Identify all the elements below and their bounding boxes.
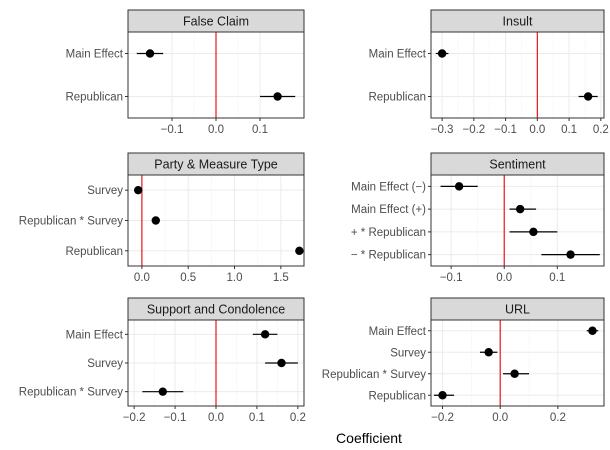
facet-panel: False Claim Main Effect Republican −0.1 0.0 0…: [65, 9, 305, 136]
facet-strip: [430, 297, 605, 321]
y-tick-label: Republican: [65, 92, 123, 104]
panel-background: [431, 32, 604, 118]
estimate-point: [145, 49, 155, 58]
estimate-point: [260, 330, 270, 339]
x-tick-label: 0.1: [561, 124, 577, 136]
estimate-point: [277, 358, 286, 368]
facet-title: Party & Measure Type: [154, 158, 277, 172]
x-tick-label: −0.2: [123, 412, 146, 424]
x-tick-label: −0.1: [494, 124, 517, 136]
y-tick-label: Republican * Survey: [19, 387, 123, 399]
estimate-point: [484, 348, 493, 357]
x-axis-title: Coefficient: [336, 430, 402, 446]
y-tick-label: Main Effect (−): [351, 181, 426, 193]
x-tick-label: 0.1: [252, 124, 268, 136]
x-tick-label: 0.0: [208, 412, 224, 424]
estimate-point: [566, 250, 575, 259]
x-tick-label: 0.0: [134, 272, 150, 284]
y-tick-label: Main Effect: [66, 49, 124, 61]
facet-strip: [430, 152, 605, 176]
x-tick-label: −0.1: [440, 272, 463, 284]
facet-title: URL: [505, 303, 530, 317]
estimate-point: [151, 216, 160, 225]
x-tick-label: 0.0: [208, 124, 224, 136]
y-tick-label: Main Effect: [369, 326, 427, 338]
facet-panel: Insult Main Effect Republican −0.3 −0.2 −0.1 0…: [368, 9, 609, 136]
estimate-point: [583, 92, 593, 101]
y-tick-label: Main Effect: [369, 49, 427, 61]
facet-panel: Support and Condolence Main Effect Survey R…: [19, 297, 306, 424]
x-tick-label: 0.2: [290, 412, 306, 424]
x-tick-label: −0.1: [161, 124, 184, 136]
y-tick-label: Survey: [87, 185, 123, 197]
y-tick-label: Survey: [390, 347, 426, 359]
estimate-point: [510, 369, 519, 378]
x-tick-label: 1.5: [273, 272, 289, 284]
x-tick-label: 1.0: [227, 272, 243, 284]
facet-title: Insult: [503, 15, 533, 29]
x-tick-label: 0.5: [180, 272, 196, 284]
x-tick-label: −0.2: [431, 412, 454, 424]
x-tick-label: −0.2: [463, 124, 486, 136]
estimate-point: [273, 92, 282, 101]
estimate-point: [437, 49, 447, 58]
facet-title: Support and Condolence: [147, 303, 285, 317]
x-tick-label: 0.2: [550, 412, 566, 424]
y-tick-label: Republican: [368, 92, 426, 104]
x-tick-label: −0.1: [164, 412, 187, 424]
estimate-point: [529, 227, 538, 237]
panel-background: [431, 320, 604, 406]
y-tick-label: Main Effect (+): [351, 204, 426, 216]
estimate-point: [295, 246, 304, 256]
y-tick-label: − * Republican: [351, 250, 426, 262]
facet-panel: Sentiment Main Effect (−) Main Effect (+) +…: [351, 152, 605, 284]
x-tick-label: 0.0: [496, 272, 512, 284]
x-tick-label: 0.0: [529, 124, 545, 136]
y-tick-label: Republican * Survey: [19, 216, 123, 228]
estimate-point: [454, 182, 464, 191]
y-tick-label: Republican * Survey: [322, 369, 426, 381]
estimate-point: [438, 391, 447, 400]
x-tick-label: 0.1: [549, 272, 565, 284]
y-tick-label: Republican: [65, 246, 123, 258]
facet-strip: [127, 152, 305, 176]
facet-title: False Claim: [183, 15, 249, 29]
y-tick-label: Main Effect: [66, 329, 124, 341]
x-tick-label: −0.3: [431, 124, 454, 136]
facet-strip: [430, 9, 605, 33]
x-tick-label: 0.0: [492, 412, 508, 424]
y-tick-label: Survey: [87, 358, 123, 370]
y-tick-label: Republican: [368, 390, 426, 402]
facet-panel: Party & Measure Type Survey Republican * S…: [19, 152, 305, 284]
estimate-point: [158, 387, 167, 396]
facet-strip: [127, 9, 305, 33]
estimate-point: [133, 185, 143, 195]
x-tick-label: 0.1: [249, 412, 265, 424]
estimate-point: [515, 204, 525, 214]
estimate-point: [588, 326, 597, 335]
facet-panel: URL Main Effect Survey Republican * Survey R…: [322, 297, 605, 424]
facet-strip: [127, 297, 305, 321]
x-tick-label: 0.2: [593, 124, 609, 136]
y-tick-label: + * Republican: [351, 227, 426, 239]
facet-title: Sentiment: [489, 158, 546, 172]
